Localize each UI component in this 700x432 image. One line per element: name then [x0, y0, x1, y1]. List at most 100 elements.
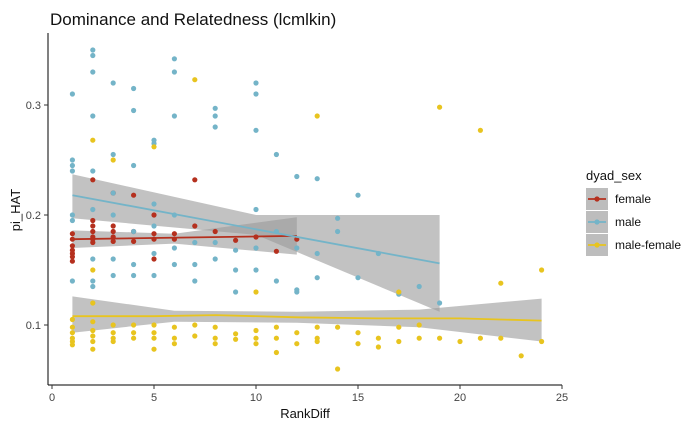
data-point-male-female	[212, 335, 218, 341]
data-point-male-female	[314, 338, 320, 345]
data-point-male-female	[253, 289, 259, 295]
data-point-male-female	[90, 346, 96, 352]
data-point-male-female	[69, 324, 75, 330]
data-point-female	[110, 238, 116, 244]
data-point-male	[90, 113, 96, 119]
data-point-male	[233, 267, 239, 273]
data-point-female	[131, 238, 137, 244]
data-point-female	[69, 231, 75, 237]
data-point-female	[110, 228, 116, 235]
data-point-male-female	[396, 289, 402, 295]
data-point-male-female	[253, 335, 259, 341]
data-point-male	[233, 289, 239, 295]
y-ticks: 0.1 0.2 0.3	[26, 100, 48, 332]
data-point-male-female	[416, 322, 422, 328]
data-point-male-female	[69, 330, 75, 336]
data-point-male-female	[151, 330, 157, 336]
data-point-male-female	[539, 338, 545, 345]
data-point-male	[90, 278, 96, 284]
data-point-female	[151, 231, 157, 237]
data-point-male	[151, 272, 157, 279]
data-point-male-female	[151, 335, 157, 341]
data-point-male	[355, 192, 361, 198]
data-point-male-female	[212, 341, 218, 347]
confidence-band-male-female	[72, 296, 542, 342]
data-point-male-female	[273, 349, 279, 356]
data-point-male	[171, 69, 177, 75]
data-point-female	[69, 254, 75, 260]
data-point-female	[90, 228, 96, 235]
data-point-male-female	[110, 330, 116, 336]
x-tick-label: 10	[250, 392, 262, 404]
y-tick-label: 0.3	[26, 100, 41, 112]
legend-label-male: male	[615, 215, 641, 229]
data-point-male-female	[314, 324, 320, 330]
data-point-male-female	[151, 322, 157, 328]
data-point-male	[233, 247, 239, 253]
data-point-female	[171, 231, 177, 237]
data-point-male	[110, 212, 116, 218]
data-point-male-female	[212, 324, 218, 330]
data-point-female	[233, 237, 239, 243]
data-point-male-female	[335, 366, 341, 372]
data-point-male-female	[131, 330, 137, 336]
data-point-male-female	[498, 280, 504, 286]
data-point-male-female	[253, 341, 259, 347]
data-point-male-female	[110, 338, 116, 345]
data-point-male-female	[192, 77, 198, 83]
data-point-male	[69, 212, 75, 218]
data-point-male	[90, 206, 96, 213]
data-point-male	[90, 168, 96, 174]
data-point-male-female	[477, 335, 483, 341]
data-point-female	[151, 212, 157, 218]
data-point-male	[110, 80, 116, 86]
data-point-male-female	[151, 144, 157, 150]
data-point-male-female	[477, 127, 483, 133]
data-point-male-female	[192, 333, 198, 339]
data-point-male-female	[192, 322, 198, 328]
data-point-male	[90, 52, 96, 59]
data-point-female	[90, 223, 96, 229]
data-point-male-female	[69, 342, 75, 348]
data-point-male	[294, 173, 300, 180]
data-point-male-female	[171, 335, 177, 341]
data-point-male-female	[314, 113, 320, 119]
data-point-male	[69, 217, 75, 224]
data-point-female	[110, 223, 116, 229]
data-point-male-female	[498, 335, 504, 341]
data-point-female	[192, 223, 198, 229]
legend-point-male-female	[594, 242, 600, 248]
data-point-male-female	[110, 322, 116, 328]
legend-title: dyad_sex	[586, 168, 642, 183]
data-point-male	[212, 105, 218, 111]
plot-area	[69, 47, 545, 372]
data-point-male	[437, 300, 443, 306]
data-point-male-female	[335, 324, 341, 330]
data-point-male	[335, 228, 341, 235]
data-point-male	[131, 107, 137, 114]
data-point-male-female	[294, 330, 300, 336]
data-point-female	[131, 192, 137, 198]
data-point-male	[171, 245, 177, 251]
data-point-male	[110, 151, 116, 158]
data-point-male	[90, 283, 96, 290]
data-point-male-female	[355, 341, 361, 347]
data-point-male-female	[90, 338, 96, 345]
data-point-male	[355, 275, 361, 281]
data-point-female	[69, 243, 75, 249]
data-point-male-female	[437, 104, 443, 110]
data-point-male	[192, 261, 198, 268]
fit-line-female	[72, 235, 297, 241]
data-point-male	[151, 223, 157, 229]
data-point-male-female	[416, 335, 422, 341]
data-point-female	[69, 258, 75, 264]
data-point-male	[192, 239, 198, 246]
data-point-male-female	[151, 346, 157, 352]
data-point-male	[90, 256, 96, 262]
data-point-male-female	[90, 267, 96, 273]
data-point-male	[273, 151, 279, 158]
data-point-male	[151, 201, 157, 207]
data-point-male	[335, 215, 341, 221]
data-point-male	[314, 176, 320, 182]
data-point-male	[69, 168, 75, 174]
